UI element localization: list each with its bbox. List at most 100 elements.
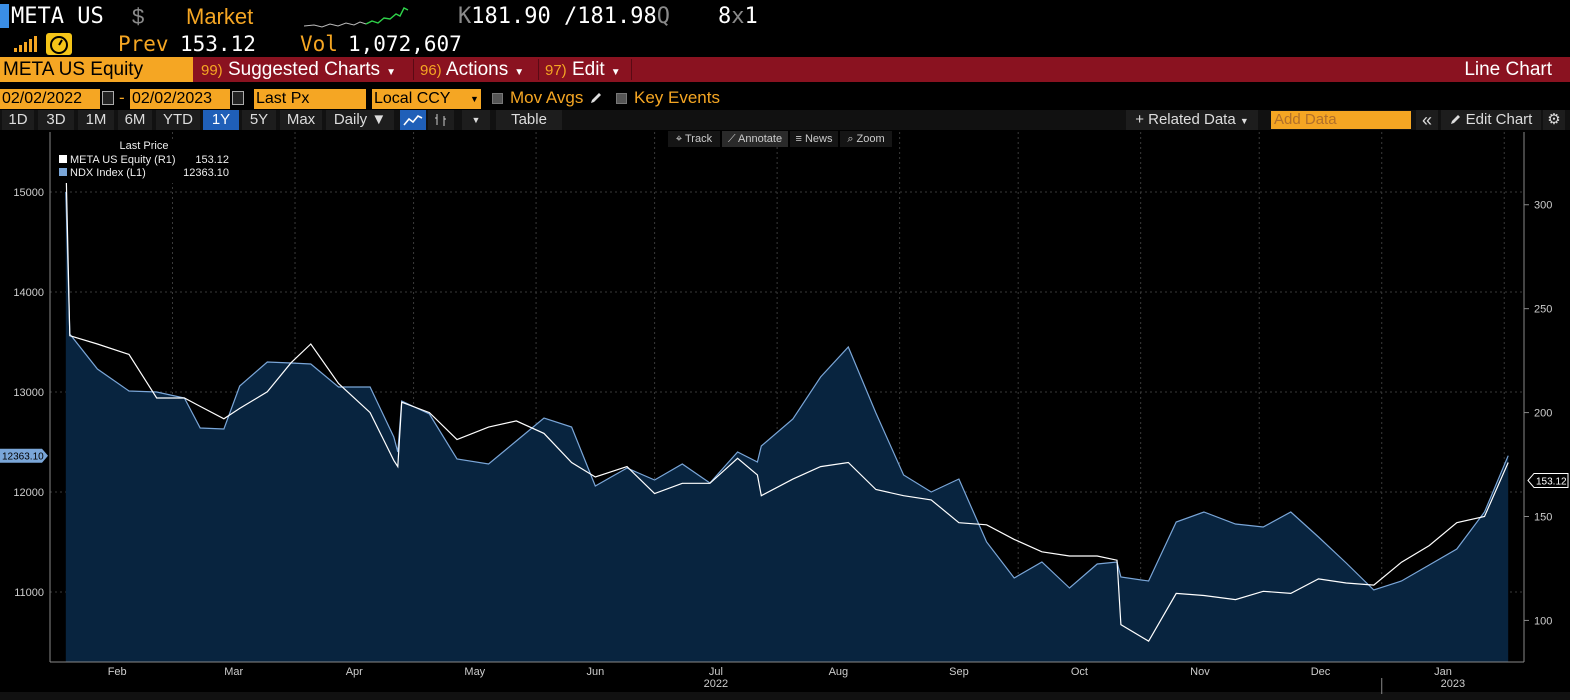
y-right-tick-label: 200 <box>1534 408 1552 420</box>
frequency-select[interactable]: Daily ▼ <box>326 110 394 130</box>
gauge-icon[interactable] <box>46 33 72 55</box>
chevron-down-icon[interactable]: ▼ <box>468 89 481 109</box>
caret-down-icon: ▼ <box>514 67 525 78</box>
menu-num: 96) <box>420 62 442 79</box>
menu-num: 99) <box>201 62 223 79</box>
vol-label: Vol <box>300 32 338 56</box>
news-label: News <box>804 133 833 145</box>
collapse-double-chevron-icon[interactable]: « <box>1416 110 1438 130</box>
key-events-label: Key Events <box>634 88 720 107</box>
chart-type-label: Line Chart <box>1464 59 1552 80</box>
meta-last-value-tag <box>1527 472 1569 488</box>
track-tool[interactable]: ⌖ Track <box>668 131 720 147</box>
start-date-field[interactable]: 02/02/2022 <box>0 89 100 109</box>
period-5y-button[interactable]: 5Y <box>242 110 276 130</box>
prev-label: Prev <box>118 32 169 56</box>
ndx-last-value-text: 12363.10 <box>2 452 44 463</box>
pencil-icon[interactable] <box>589 91 603 105</box>
cursor-block <box>0 4 9 28</box>
period-6m-button[interactable]: 6M <box>118 110 152 130</box>
vol-value: 1,072,607 <box>348 32 462 56</box>
y-right-tick-label: 150 <box>1534 512 1552 524</box>
end-date-field[interactable]: 02/02/2023 <box>130 89 230 109</box>
edit-chart-label: Edit Chart <box>1465 111 1533 128</box>
caret-down-icon: ▼ <box>386 67 396 78</box>
calendar-icon[interactable] <box>102 91 114 105</box>
y-left-tick-label: 15000 <box>13 187 44 199</box>
x-year-label: 2023 <box>1441 678 1465 690</box>
x-year-label: 2022 <box>704 678 728 690</box>
y-right-tick-label: 300 <box>1534 200 1552 212</box>
x-tick-label: Aug <box>829 666 849 678</box>
actions-menu[interactable]: 96) Actions ▼ <box>420 57 524 82</box>
ask-value: 181.98 <box>577 4 657 29</box>
table-button[interactable]: Table <box>496 110 562 130</box>
y-left-tick-label: 12000 <box>13 487 44 499</box>
meta-series-line <box>65 156 1509 643</box>
x-tick-label: Jul <box>709 666 723 678</box>
ticker-symbol: META US <box>0 4 104 29</box>
edit-menu[interactable]: 97) Edit ▼ <box>545 57 621 82</box>
menu-bar <box>0 57 1570 82</box>
ask-suffix: Q <box>656 4 670 29</box>
y-left-tick-label: 13000 <box>13 387 44 399</box>
period-3d-button[interactable]: 3D <box>38 110 74 130</box>
crosshair-icon: ⌖ <box>675 133 685 145</box>
gear-icon[interactable]: ⚙ <box>1543 110 1565 130</box>
zoom-tool[interactable]: ⌕ Zoom <box>840 131 892 147</box>
market-label: Market <box>186 4 254 29</box>
x-tick-label: May <box>464 666 485 678</box>
related-data-button[interactable]: + Related Data ▼ <box>1126 110 1258 130</box>
period-1m-button[interactable]: 1M <box>78 110 114 130</box>
key-events-checkbox[interactable] <box>616 93 627 104</box>
news-tool[interactable]: ≡ News <box>790 131 838 147</box>
legend-value: 12363.10 <box>183 167 229 179</box>
chart-legend: Last Price META US Equity (R1) 153.12 NDX… <box>55 139 233 183</box>
annotate-tool[interactable]: ⟋ Annotate <box>722 131 788 147</box>
calendar-icon[interactable] <box>232 91 244 105</box>
security-field[interactable]: META US Equity <box>0 57 193 82</box>
add-data-input[interactable]: Add Data <box>1271 111 1411 129</box>
x-tick-label: Oct <box>1071 666 1088 678</box>
legend-swatch <box>59 168 67 176</box>
mov-avgs-checkbox[interactable] <box>492 93 503 104</box>
bid-prefix: K <box>458 4 472 29</box>
period-1d-button[interactable]: 1D <box>2 110 34 130</box>
magnifier-icon: ⌕ <box>847 133 857 145</box>
bid-value: 181.90 <box>471 4 551 29</box>
menu-label: Edit <box>571 59 605 80</box>
signal-bars-icon <box>14 36 37 52</box>
chart-style-dropdown-icon[interactable]: ▼ <box>462 110 490 130</box>
caret-down-icon: ▼ <box>1239 116 1249 126</box>
meta-last-value-text: 153.12 <box>1536 476 1567 487</box>
x-tick-label: Mar <box>224 666 243 678</box>
legend-swatch <box>59 155 67 163</box>
divider <box>631 59 632 80</box>
period-ytd-button[interactable]: YTD <box>156 110 200 130</box>
x-tick-label: Sep <box>949 666 969 678</box>
currency-select[interactable]: Local CCY <box>372 89 468 109</box>
sparkline-icon <box>304 7 409 28</box>
zoom-label: Zoom <box>856 133 885 145</box>
legend-value: 153.12 <box>195 154 229 166</box>
edit-chart-button[interactable]: Edit Chart <box>1441 110 1541 130</box>
suggested-charts-menu[interactable]: 99) Suggested Charts ▼ <box>201 57 396 82</box>
menu-label: Suggested Charts <box>227 59 381 80</box>
period-1y-button[interactable]: 1Y <box>203 110 239 130</box>
bar-chart-icon[interactable] <box>428 110 454 130</box>
x-tick-label: Feb <box>108 666 127 678</box>
price-field-select[interactable]: Last Px <box>254 89 366 109</box>
date-dash: - <box>119 88 125 107</box>
y-right-tick-label: 100 <box>1534 615 1552 627</box>
x-tick-label: Dec <box>1311 666 1331 678</box>
track-label: Track <box>684 133 713 145</box>
line-chart-icon[interactable] <box>400 110 426 130</box>
pencil-icon <box>1450 115 1460 124</box>
legend-label: NDX Index (L1) <box>70 167 146 179</box>
divider <box>538 59 539 80</box>
line-chart[interactable]: Feb Mar Apr May Jun Jul Aug Sep Oct Nov Dec Jan 1100… <box>0 130 1570 700</box>
period-max-button[interactable]: Max <box>280 110 322 130</box>
bid-ask-size: 8x1 <box>718 4 758 29</box>
annotate-icon: ⟋ <box>727 133 739 145</box>
x-tick-label: Jun <box>586 666 604 678</box>
